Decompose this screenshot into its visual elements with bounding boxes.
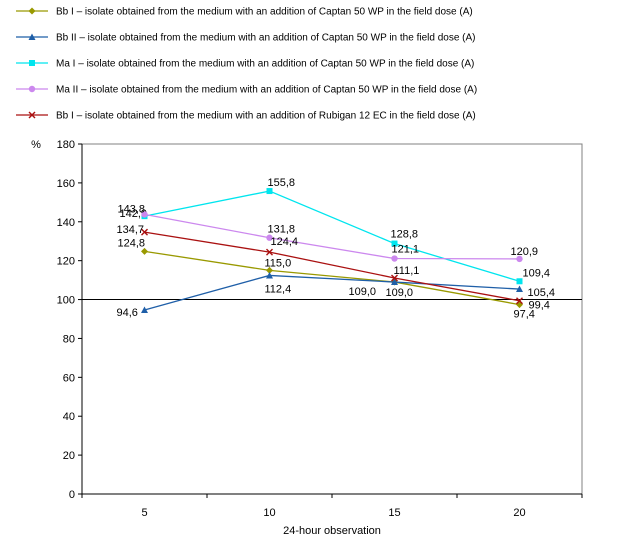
series: 134,7 124,4 111,1 99,4 bbox=[117, 224, 550, 312]
y-axis-label: % bbox=[31, 139, 41, 151]
x-tick-label: 15 bbox=[388, 507, 400, 519]
data-label: 124,4 bbox=[271, 236, 299, 248]
data-point bbox=[516, 278, 523, 285]
series-line bbox=[144, 213, 520, 260]
legend-marker bbox=[28, 111, 36, 119]
legend-entry-label: Bb I – isolate obtained from the medium … bbox=[56, 111, 476, 122]
data-point bbox=[141, 211, 148, 218]
legend-marker bbox=[29, 60, 35, 66]
data-point bbox=[141, 228, 148, 236]
series: 94,6 112,4 109,0 105,4 bbox=[117, 271, 556, 319]
data-point bbox=[391, 255, 398, 262]
y-tick-label: 40 bbox=[63, 411, 75, 423]
y-tick-label: 140 bbox=[57, 217, 75, 229]
data-label: 155,8 bbox=[268, 177, 296, 189]
y-tick-label: 60 bbox=[63, 372, 75, 384]
y-tick-label: 180 bbox=[57, 139, 75, 151]
data-point bbox=[266, 188, 273, 195]
data-label: 111,1 bbox=[394, 265, 420, 277]
plot-frame bbox=[81, 143, 583, 495]
y-tick-label: 120 bbox=[57, 256, 75, 268]
series-line bbox=[144, 190, 520, 282]
legend-entry-label: Ma I – isolate obtained from the medium … bbox=[56, 59, 474, 70]
marker-stroke bbox=[141, 228, 148, 236]
legend-entry-label: Bb II – isolate obtained from the medium… bbox=[56, 33, 476, 44]
data-label: 124,8 bbox=[118, 237, 146, 249]
plot-area: 0 20 40 60 80 100 120 140 160 180 5 10 15 20 124,8 115,… bbox=[57, 139, 583, 519]
data-point bbox=[266, 234, 273, 241]
series: 143,8 131,8 121,1 120,9 bbox=[118, 203, 539, 263]
legend-entry-label: Bb I – isolate obtained from the medium … bbox=[56, 7, 473, 18]
data-label: 120,9 bbox=[511, 246, 539, 258]
data-label: 115,0 bbox=[265, 257, 292, 269]
data-point bbox=[516, 285, 523, 293]
marker-stroke bbox=[391, 274, 398, 282]
y-tick-label: 80 bbox=[63, 333, 75, 345]
x-axis-label: 24-hour observation bbox=[283, 525, 381, 537]
data-label: 99,4 bbox=[529, 300, 550, 312]
data-label: 143,8 bbox=[118, 203, 146, 215]
data-label: 109,0 bbox=[386, 287, 414, 299]
legend-marker bbox=[28, 85, 36, 93]
data-point bbox=[516, 297, 523, 305]
series-line bbox=[144, 250, 520, 306]
data-point bbox=[266, 248, 273, 256]
legend-marker bbox=[28, 33, 36, 40]
data-point bbox=[141, 306, 148, 314]
data-point bbox=[141, 247, 148, 255]
x-tick-label: 5 bbox=[141, 507, 147, 519]
data-point bbox=[391, 274, 398, 282]
series-line bbox=[144, 231, 520, 302]
data-point bbox=[391, 278, 398, 286]
y-tick-label: 100 bbox=[57, 295, 75, 307]
y-tick-label: 20 bbox=[63, 450, 75, 462]
data-point bbox=[391, 240, 398, 247]
data-label: 142,9 bbox=[120, 208, 148, 220]
data-label: 109,0 bbox=[349, 286, 377, 298]
data-point bbox=[516, 301, 523, 309]
legend: Bb I – isolate obtained from the medium … bbox=[16, 7, 477, 122]
marker-stroke bbox=[28, 111, 36, 119]
data-point bbox=[516, 255, 523, 263]
series-line bbox=[144, 274, 520, 311]
data-point bbox=[266, 271, 273, 279]
data-label: 128,8 bbox=[391, 229, 419, 241]
data-label: 94,6 bbox=[117, 307, 138, 319]
data-label: 112,4 bbox=[265, 283, 292, 295]
data-point bbox=[266, 266, 273, 274]
y-tick-label: 0 bbox=[69, 489, 75, 501]
y-tick-label: 160 bbox=[57, 178, 75, 190]
x-tick-label: 20 bbox=[513, 507, 525, 519]
legend-marker bbox=[28, 7, 36, 15]
data-label: 105,4 bbox=[528, 287, 556, 299]
data-label: 134,7 bbox=[117, 224, 145, 236]
legend-entry-label: Ma II – isolate obtained from the medium… bbox=[56, 85, 477, 96]
series: 142,9 155,8 128,8 109,4 bbox=[120, 177, 551, 285]
data-label: 131,8 bbox=[268, 224, 296, 236]
data-label: 97,4 bbox=[514, 309, 535, 321]
marker-stroke bbox=[266, 248, 273, 256]
x-tick-label: 10 bbox=[263, 507, 275, 519]
data-label: 121,1 bbox=[392, 244, 420, 256]
marker-stroke bbox=[516, 297, 523, 305]
data-label: 109,4 bbox=[523, 267, 551, 279]
